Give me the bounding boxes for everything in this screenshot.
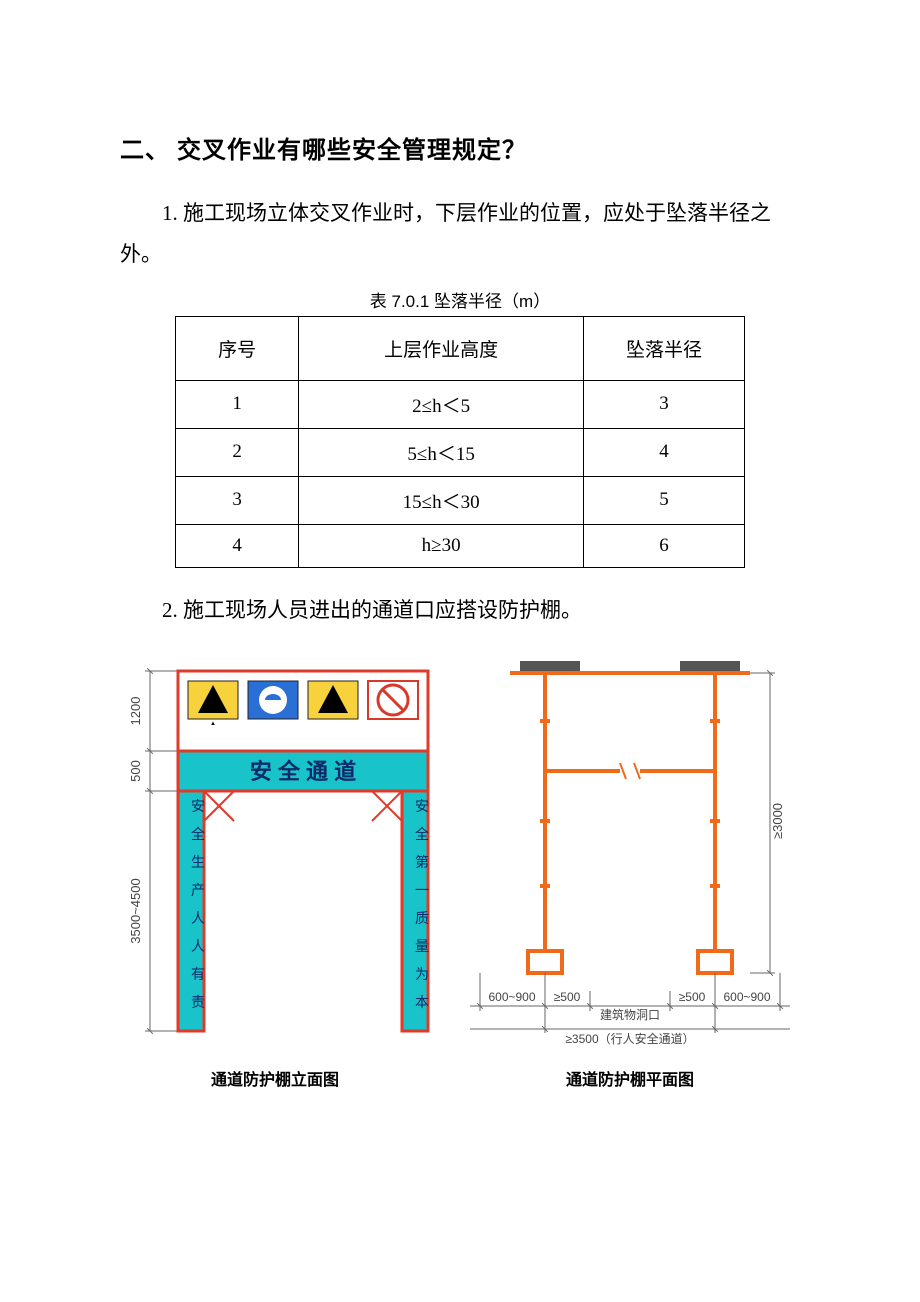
dim-label: ≥500 [679, 990, 706, 1004]
banner-text: 安 全 通 道 [250, 759, 356, 784]
dim-label: 1200 [128, 696, 143, 725]
cell: 6 [583, 524, 744, 567]
col-header: 坠落半径 [583, 316, 744, 380]
dim-label: ≥3500（行人安全通道） [565, 1031, 694, 1046]
paragraph-2: 2. 施工现场人员进出的通道口应搭设防护棚。 [120, 590, 800, 631]
elevation-figure: 1200 500 3500~4500 ▲ [110, 651, 440, 1090]
plan-caption: 通道防护棚平面图 [450, 1066, 810, 1090]
table-row: 4 h≥30 6 [176, 524, 745, 567]
cell: 1 [176, 380, 299, 428]
cell: 5≤h＜15 [299, 428, 584, 476]
cell: 3 [583, 380, 744, 428]
dim-label: 500 [128, 760, 143, 782]
dim-label: 600~900 [723, 990, 770, 1004]
paragraph-1: 1. 施工现场立体交叉作业时，下层作业的位置，应处于坠落半径之外。 [120, 193, 800, 275]
table-row: 1 2≤h＜5 3 [176, 380, 745, 428]
plan-svg: ≥3000 [450, 651, 810, 1051]
cell: 3 [176, 476, 299, 524]
table-row: 2 5≤h＜15 4 [176, 428, 745, 476]
dim-label: ≥500 [554, 990, 581, 1004]
section-heading: 二、 交叉作业有哪些安全管理规定？ [120, 130, 800, 165]
cell: 2≤h＜5 [299, 380, 584, 428]
table-row: 3 15≤h＜30 5 [176, 476, 745, 524]
cell: 5 [583, 476, 744, 524]
table-caption: 表 7.0.1 坠落半径（m） [120, 287, 800, 312]
dim-label: 3500~4500 [128, 878, 143, 943]
elevation-svg: 1200 500 3500~4500 ▲ [110, 651, 440, 1051]
dim-label: ≥3000 [770, 803, 785, 839]
cell: 15≤h＜30 [299, 476, 584, 524]
cell: 4 [176, 524, 299, 567]
col-header: 序号 [176, 316, 299, 380]
elevation-caption: 通道防护棚立面图 [110, 1066, 440, 1090]
plan-figure: ≥3000 [450, 651, 810, 1090]
table-header-row: 序号 上层作业高度 坠落半径 [176, 316, 745, 380]
cell: 4 [583, 428, 744, 476]
dim-label: 600~900 [488, 990, 535, 1004]
cell: h≥30 [299, 524, 584, 567]
col-header: 上层作业高度 [299, 316, 584, 380]
svg-text:▲: ▲ [210, 721, 216, 727]
fall-radius-table: 序号 上层作业高度 坠落半径 1 2≤h＜5 3 2 5≤h＜15 4 3 15… [175, 316, 745, 568]
cell: 2 [176, 428, 299, 476]
dim-label: 建筑物洞口 [600, 1007, 660, 1022]
